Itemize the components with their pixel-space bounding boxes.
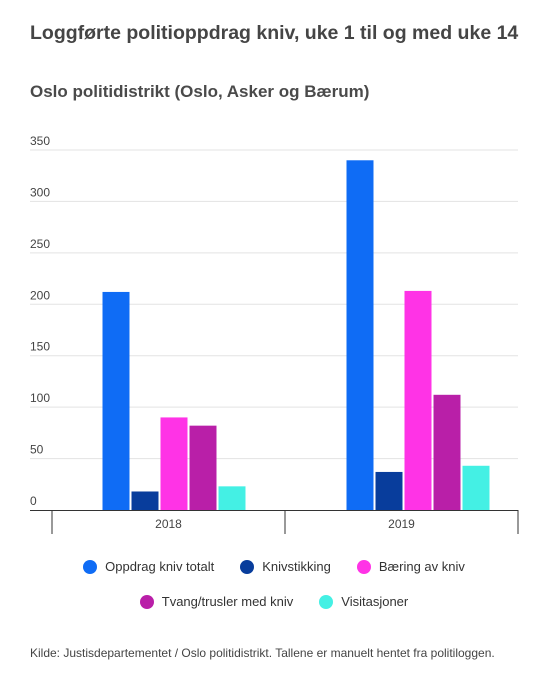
y-tick-label: 250 — [30, 237, 50, 251]
x-tick-label: 2018 — [155, 517, 182, 531]
legend-item[interactable]: Tvang/trusler med kniv — [139, 594, 294, 609]
chart-subtitle: Oslo politidistrikt (Oslo, Asker og Bæru… — [30, 82, 370, 101]
legend-label: Bæring av kniv — [378, 559, 465, 574]
bar-b-ring-av-kniv-2018 — [160, 417, 188, 510]
legend-label: Visitasjoner — [341, 594, 409, 609]
legend-row-1: Oppdrag kniv totalt Knivstikking Bæring av… — [0, 559, 548, 574]
bar-tvang-trusler-med-kniv-2018 — [189, 425, 217, 510]
bars — [102, 160, 490, 511]
legend-item[interactable]: Knivstikking — [240, 559, 331, 574]
bar-tvang-trusler-med-kniv-2019 — [433, 394, 461, 510]
bar-b-ring-av-kniv-2019 — [404, 290, 432, 510]
chart-title: Loggførte politioppdrag kniv, uke 1 til … — [30, 22, 519, 44]
y-axis-ticks: 0 50 100 150 200 250 300 350 — [30, 134, 50, 508]
source-note: Kilde: Justisdepartementet / Oslo politi… — [30, 646, 495, 660]
bar-oppdrag-kniv-totalt-2018 — [102, 291, 130, 510]
y-tick-label: 200 — [30, 288, 50, 302]
legend-dot-icon — [240, 559, 255, 574]
bar-knivstikking-2019 — [375, 471, 403, 510]
legend-label: Oppdrag kniv totalt — [105, 559, 215, 574]
y-tick-label: 100 — [30, 391, 50, 405]
legend-row-2: Tvang/trusler med kniv Visitasjoner — [0, 594, 548, 609]
x-tick-label: 2019 — [388, 517, 415, 531]
bar-knivstikking-2018 — [131, 491, 159, 510]
legend-item[interactable]: Visitasjoner — [319, 594, 408, 609]
bar-visitasjoner-2018 — [218, 486, 246, 510]
legend-label: Tvang/trusler med kniv — [161, 594, 294, 609]
legend-label: Knivstikking — [262, 559, 331, 574]
x-axis: 2018 2019 — [30, 510, 519, 534]
bar-chart: 0 50 100 150 200 250 300 350 2018 2019 — [30, 134, 519, 534]
legend-item[interactable]: Oppdrag kniv totalt — [83, 559, 214, 574]
legend-item[interactable]: Bæring av kniv — [356, 559, 465, 574]
bar-oppdrag-kniv-totalt-2019 — [346, 160, 374, 511]
legend-dot-icon — [319, 594, 334, 609]
y-tick-label: 300 — [30, 185, 50, 199]
legend-dot-icon — [139, 594, 154, 609]
y-tick-label: 0 — [30, 494, 37, 508]
y-tick-label: 350 — [30, 134, 50, 148]
legend-dot-icon — [356, 559, 371, 574]
bar-visitasjoner-2019 — [462, 465, 490, 510]
legend-dot-icon — [83, 559, 98, 574]
y-tick-label: 150 — [30, 340, 50, 354]
y-tick-label: 50 — [30, 443, 44, 457]
